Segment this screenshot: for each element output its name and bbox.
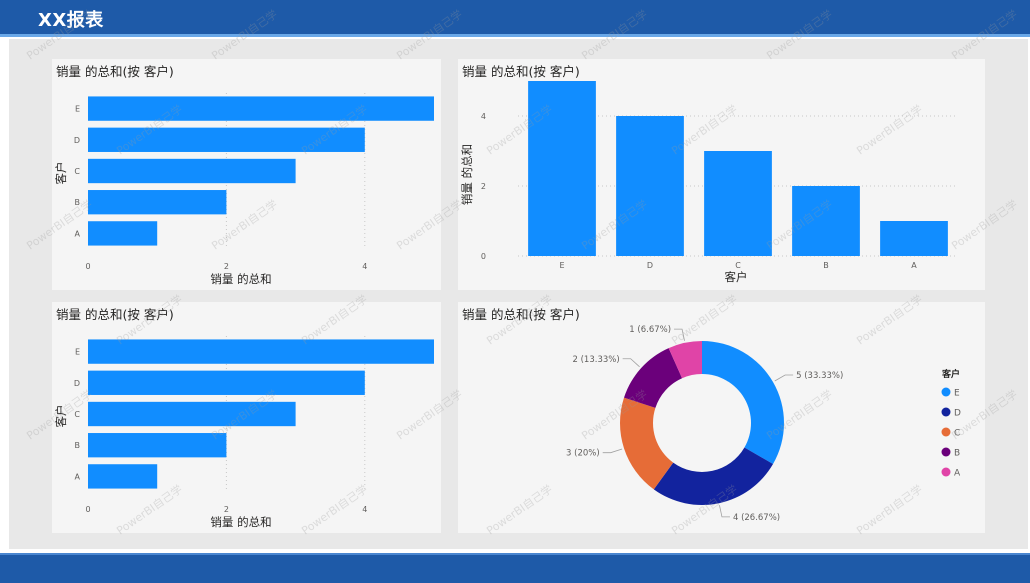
bar-bottom-x-axis-title: 销量 的总和: [210, 515, 271, 529]
column-x-tick-D: D: [647, 261, 653, 270]
bar-bottom-bar-A: [88, 464, 158, 489]
column-bar-A: [880, 221, 948, 256]
report-footer: [0, 553, 1030, 583]
column-y-tick-0: 0: [481, 252, 486, 261]
donut-legend-marker-D: [941, 407, 951, 417]
bar-bottom-x-tick-2: 2: [224, 505, 229, 514]
bar-top-y-tick-D: D: [74, 136, 80, 145]
bar-top-y-tick-B: B: [75, 198, 81, 207]
bar-bottom-y-tick-C: C: [74, 410, 80, 419]
bar-top-y-tick-E: E: [75, 105, 80, 114]
donut-legend-label-C: C: [954, 429, 960, 439]
donut-legend-marker-C: [941, 427, 951, 437]
donut-leader-D: [719, 505, 730, 518]
bar-chart-top-title: 销量 的总和(按 客户): [56, 64, 174, 79]
column-bar-B: [792, 186, 860, 256]
donut-slice-C: [620, 397, 674, 490]
donut-legend-marker-E: [941, 387, 951, 397]
bar-top-x-tick-2: 2: [224, 262, 229, 271]
donut-label-D: 4 (26.67%): [733, 513, 780, 523]
bar-top-x-axis-title: 销量 的总和: [210, 272, 271, 286]
donut-label-E: 5 (33.33%): [796, 371, 843, 381]
column-x-tick-B: B: [823, 261, 829, 270]
column-bar-E: [528, 81, 596, 256]
bar-top-bar-B: [88, 190, 227, 215]
bar-chart-bottom-panel[interactable]: 销量 的总和(按 客户) 0 2 4 E D C B A 销量 的总和 客户: [52, 302, 441, 533]
bar-bottom-x-tick-4: 4: [362, 505, 367, 514]
bar-top-x-tick-4: 4: [362, 262, 367, 271]
bar-chart-top-panel[interactable]: 销量 的总和(按 客户) 0 2 4 E D C B A 销量 的总和 客户: [52, 59, 441, 290]
donut-slice-B: [624, 348, 683, 408]
bar-top-bar-D: [88, 127, 365, 152]
bar-bottom-y-tick-A: A: [75, 472, 81, 481]
bar-bottom-bar-C: [88, 401, 296, 427]
donut-legend-title: 客户: [941, 368, 960, 380]
bar-bottom-x-tick-0: 0: [85, 505, 90, 514]
bar-top-y-axis-title: 客户: [54, 162, 68, 185]
column-x-tick-A: A: [911, 261, 917, 270]
column-chart-title: 销量 的总和(按 客户): [462, 64, 580, 79]
bar-bottom-y-tick-E: E: [75, 348, 80, 357]
donut-chart: 5 (33.33%) 4 (26.67%) 3 (20%) 2 (13.33%) 1 (…: [566, 325, 961, 523]
bar-top-bar-A: [88, 221, 158, 246]
donut-legend-marker-A: [941, 467, 951, 477]
donut-legend-label-E: E: [954, 389, 960, 399]
bar-bottom-y-tick-D: D: [74, 379, 80, 388]
donut-legend-label-A: A: [954, 469, 961, 479]
bar-bottom-y-tick-B: B: [75, 441, 81, 450]
donut-label-A: 1 (6.67%): [629, 325, 671, 335]
bar-top-y-tick-C: C: [74, 167, 80, 176]
column-x-axis-title: 客户: [725, 270, 748, 284]
report-header: XX报表: [0, 0, 1030, 37]
donut-chart-title: 销量 的总和(按 客户): [462, 307, 580, 322]
donut-label-B: 2 (13.33%): [573, 355, 620, 365]
donut-chart-panel[interactable]: 销量 的总和(按 客户) 5 (33.33%) 4 (26.67%) 3 (20%)…: [458, 302, 985, 533]
bar-top-bar-C: [88, 158, 296, 184]
donut-slice-A: [668, 341, 702, 379]
report-title: XX报表: [38, 10, 104, 31]
bar-top-y-tick-A: A: [75, 229, 81, 238]
donut-leader-B: [622, 358, 640, 368]
column-x-tick-E: E: [559, 261, 564, 270]
bar-chart-top: 0 2 4 E D C B A 销量 的总和 客户: [54, 93, 434, 286]
bar-chart-bottom: 0 2 4 E D C B A 销量 的总和 客户: [54, 336, 434, 529]
bar-bottom-bar-D: [88, 370, 365, 395]
column-y-axis-title: 销量 的总和: [460, 144, 474, 205]
bar-bottom-y-axis-title: 客户: [54, 405, 68, 428]
donut-leader-E: [774, 374, 794, 382]
donut-slice-E: [702, 341, 784, 464]
donut-leader-A: [674, 328, 685, 341]
column-chart: 0 2 4 E D C B A 客户 销量 的总和: [460, 81, 958, 284]
donut-legend-label-B: B: [954, 449, 960, 459]
bar-bottom-bar-E: [88, 339, 434, 364]
column-chart-panel[interactable]: 销量 的总和(按 客户) 0 2 4 E D C B A 客户 销量 的总和: [458, 59, 985, 290]
donut-label-C: 3 (20%): [566, 449, 600, 459]
donut-leader-C: [602, 448, 623, 454]
column-bar-C: [704, 151, 772, 256]
donut-legend-label-D: D: [954, 409, 961, 419]
bar-chart-bottom-title: 销量 的总和(按 客户): [56, 307, 174, 322]
column-y-tick-4: 4: [481, 112, 486, 121]
bar-top-x-tick-0: 0: [85, 262, 90, 271]
column-x-tick-C: C: [735, 261, 741, 270]
donut-slice-D: [653, 447, 774, 505]
bar-top-bar-E: [88, 96, 434, 121]
donut-legend-marker-B: [941, 447, 951, 457]
column-y-tick-2: 2: [481, 182, 486, 191]
bar-bottom-bar-B: [88, 433, 227, 458]
column-bar-D: [616, 116, 684, 256]
